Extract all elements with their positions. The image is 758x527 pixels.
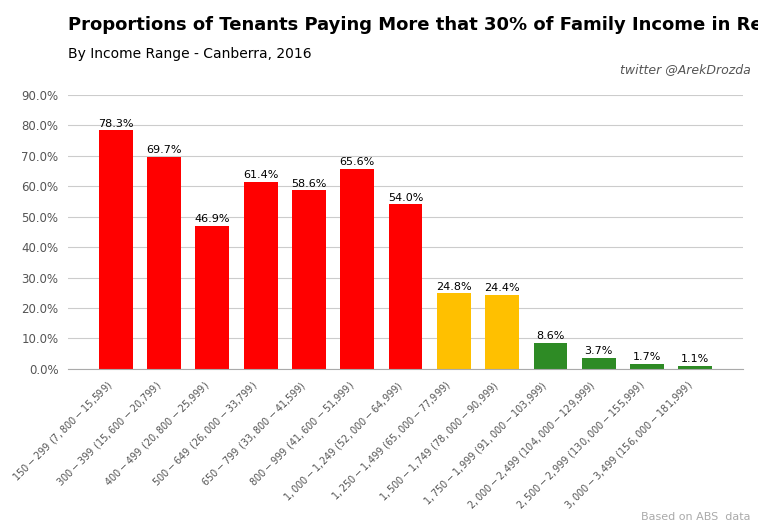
Bar [244, 182, 277, 369]
Text: Proportions of Tenants Paying More that 30% of Family Income in Rent: Proportions of Tenants Paying More that … [68, 16, 758, 34]
Text: 54.0%: 54.0% [388, 193, 423, 203]
Text: By Income Range - Canberra, 2016: By Income Range - Canberra, 2016 [68, 47, 312, 62]
Bar [389, 204, 422, 369]
Text: 8.6%: 8.6% [536, 331, 565, 341]
Bar [99, 131, 133, 369]
Text: 58.6%: 58.6% [291, 179, 327, 189]
Bar [534, 343, 567, 369]
Text: 61.4%: 61.4% [243, 170, 278, 180]
Text: 46.9%: 46.9% [195, 214, 230, 225]
Text: 69.7%: 69.7% [146, 145, 182, 155]
Bar [630, 364, 664, 369]
Bar [292, 190, 326, 369]
Bar [582, 358, 615, 369]
Bar [340, 169, 374, 369]
Bar [485, 295, 519, 369]
Text: 1.7%: 1.7% [633, 352, 661, 362]
Text: 24.4%: 24.4% [484, 283, 520, 293]
Bar [437, 294, 471, 369]
Text: 24.8%: 24.8% [436, 281, 471, 291]
Text: 78.3%: 78.3% [98, 119, 133, 129]
Text: 65.6%: 65.6% [340, 158, 375, 168]
Bar [196, 226, 229, 369]
Bar [147, 157, 181, 369]
Text: 1.1%: 1.1% [681, 354, 709, 364]
Text: twitter @ArekDrozda: twitter @ArekDrozda [620, 63, 750, 76]
Text: 3.7%: 3.7% [584, 346, 613, 356]
Bar [678, 366, 713, 369]
Text: Based on ABS  data: Based on ABS data [641, 512, 750, 522]
